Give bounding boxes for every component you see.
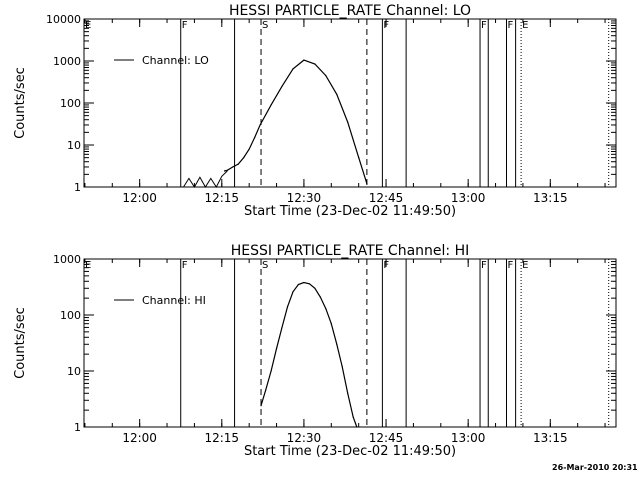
- chart-0-xtick-label: 12:00: [122, 191, 157, 205]
- chart-1-plot-frame: [83, 258, 617, 428]
- chart-0-data-point: [254, 137, 256, 139]
- chart-1-data-point: [260, 405, 262, 407]
- chart-0-data-point: [347, 121, 349, 123]
- chart-0-marker-label: F: [481, 20, 487, 31]
- chart-1-title: HESSI PARTICLE_RATE Channel: HI: [231, 243, 469, 259]
- chart-1-ytick-label: 100: [60, 309, 81, 322]
- chart-0-data-point: [237, 163, 239, 165]
- chart-1-marker-label: F: [182, 260, 188, 271]
- footer-timestamp: 26-Mar-2010 20:31: [552, 463, 638, 472]
- chart-0-title: HESSI PARTICLE_RATE Channel: LO: [229, 3, 471, 19]
- chart-0-ytick-label: 1: [74, 181, 81, 194]
- chart-0-ytick-label: 10: [67, 139, 81, 152]
- chart-1-data-point: [308, 283, 310, 285]
- chart-1-xtick-label: 13:00: [451, 431, 486, 445]
- chart-1-data-point: [286, 306, 289, 308]
- chart-1-xtick-label: 12:15: [204, 431, 239, 445]
- chart-0-legend-label: Channel: LO: [142, 54, 209, 67]
- chart-1-data-point: [356, 426, 358, 428]
- chart-1-data-point: [330, 323, 332, 325]
- chart-0-data-point: [292, 68, 294, 70]
- chart-0-xtick-label: 12:30: [287, 191, 322, 205]
- chart-0-x-axis-label: Start Time (23-Dec-02 11:49:50): [244, 204, 456, 219]
- chart-0-xtick-label: 12:45: [369, 191, 404, 205]
- chart-0-data-point: [281, 85, 283, 87]
- chart-1-xtick-label: 12:00: [122, 431, 157, 445]
- chart-1-data-point: [292, 291, 294, 293]
- chart-0-corner-label: E: [85, 20, 91, 31]
- chart-1-data-point: [275, 348, 278, 350]
- chart-0-noise-line: [183, 170, 228, 189]
- chart-0-y-axis-label: Counts/sec: [13, 67, 28, 139]
- chart-0-data-point: [270, 104, 272, 106]
- chart-0-ytick-label: 1000: [53, 55, 81, 68]
- chart-0-series-line: [224, 59, 368, 184]
- chart-1-legend-label: Channel: HI: [142, 294, 206, 307]
- chart-1-data-point: [341, 366, 343, 368]
- chart-0-data-point: [303, 59, 305, 61]
- chart-0-marker-label: S: [262, 20, 268, 31]
- chart-1-marker-label: E: [522, 260, 528, 271]
- chart-0-data-point: [366, 183, 368, 185]
- chart-0-xtick-label: 13:15: [533, 191, 568, 205]
- chart-1-xtick-label: 12:45: [369, 431, 404, 445]
- chart-0-data-point: [232, 166, 234, 168]
- chart-1-data-point: [303, 281, 305, 284]
- chart-1-data-point: [297, 283, 299, 286]
- chart-1-xtick-label: 13:15: [533, 431, 568, 445]
- chart-1-ytick-label: 1000: [53, 253, 81, 266]
- chart-1-y-axis-label: Counts/sec: [13, 307, 28, 379]
- chart-0-data-point: [259, 124, 261, 126]
- chart-0-plot-frame: [83, 18, 617, 188]
- chart-1-ytick-label: 1: [74, 421, 81, 434]
- chart-0-marker-label: E: [522, 20, 528, 31]
- chart-1-data-point: [270, 370, 272, 372]
- chart-0-data-point: [325, 75, 327, 77]
- chart-0-data-point: [314, 63, 316, 65]
- chart-1-corner-label: E: [85, 260, 91, 271]
- chart-0-ytick-label: 100: [60, 97, 81, 110]
- chart-1-data-point: [265, 389, 267, 391]
- chart-1-marker-label: F: [507, 260, 513, 271]
- chart-0-data-point: [336, 93, 338, 95]
- chart-1-data-point: [319, 296, 321, 298]
- chart-1-marker-label: F: [481, 260, 487, 271]
- chart-0-marker-label: F: [182, 20, 188, 31]
- chart-1-data-point: [281, 326, 283, 328]
- chart-1-data-point: [352, 416, 354, 418]
- chart-0-xtick-label: 13:00: [451, 191, 486, 205]
- chart-1-data-point: [347, 392, 349, 394]
- chart-0-data-point: [358, 157, 360, 159]
- chart-1-data-point: [325, 308, 327, 310]
- chart-0-marker-label: F: [383, 20, 389, 31]
- chart-0-data-point: [226, 169, 228, 171]
- chart-1-x-axis-label: Start Time (23-Dec-02 11:49:50): [244, 444, 456, 459]
- chart-1-data-point: [314, 287, 316, 289]
- chart-1-marker-label: F: [383, 260, 389, 271]
- chart-0-data-point: [243, 157, 245, 159]
- chart-1-series-line: [260, 281, 358, 428]
- chart-0-xtick-label: 12:15: [204, 191, 239, 205]
- chart-0-data-point: [248, 148, 250, 150]
- chart-1-xtick-label: 12:30: [287, 431, 322, 445]
- chart-0-data-point: [223, 170, 226, 172]
- chart-1-marker-label: S: [262, 260, 268, 271]
- chart-1-ytick-label: 10: [67, 365, 81, 378]
- chart-1-data-point: [336, 343, 338, 345]
- chart-0-ytick-label: 10000: [46, 13, 81, 26]
- chart-0-marker-label: F: [507, 20, 513, 31]
